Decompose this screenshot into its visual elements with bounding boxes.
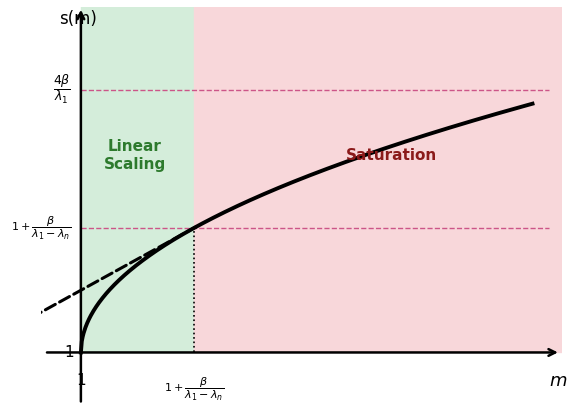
Text: $1+\dfrac{\beta}{\lambda_1-\lambda_n}$: $1+\dfrac{\beta}{\lambda_1-\lambda_n}$ (11, 214, 71, 242)
Text: s(m): s(m) (59, 10, 97, 28)
Text: m: m (549, 372, 567, 390)
Text: Saturation: Saturation (346, 148, 437, 163)
Text: $1$: $1$ (76, 372, 86, 388)
Text: $1$: $1$ (64, 344, 74, 360)
Text: $1+\dfrac{\beta}{\lambda_1-\lambda_n}$: $1+\dfrac{\beta}{\lambda_1-\lambda_n}$ (164, 375, 224, 403)
Text: Linear
Scaling: Linear Scaling (103, 139, 166, 172)
Text: $\dfrac{4\beta}{\lambda_1}$: $\dfrac{4\beta}{\lambda_1}$ (53, 73, 71, 106)
